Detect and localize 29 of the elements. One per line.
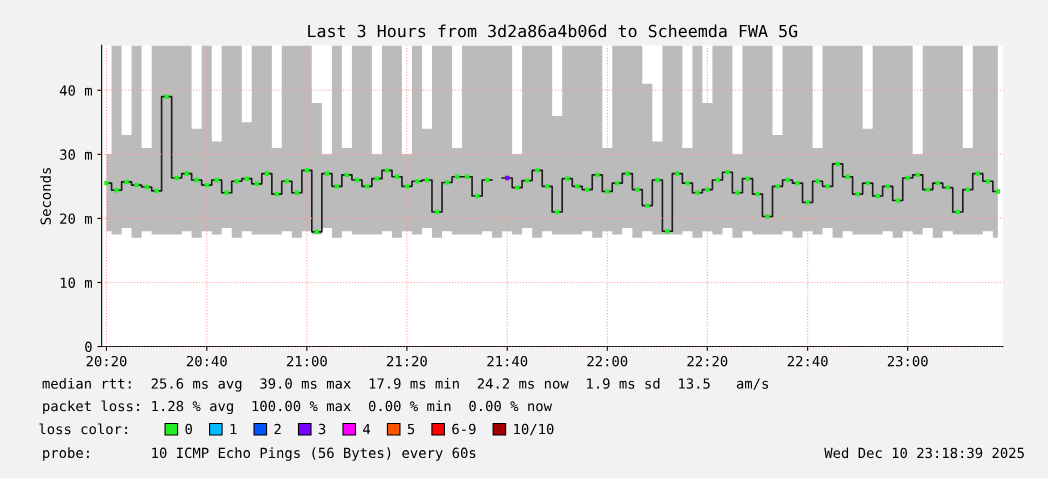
text: packet loss: 1.28 % avg 100.00 % max 0.00 % min 0.00 % now [43,400,552,415]
legend-label: 4 [363,423,371,435]
x-tick-label: 21:00 [286,355,327,367]
x-tick-label: 22:00 [587,355,628,367]
text: median rtt: 25.6 ms avg 39.0 ms max 17.9 ms min 24.2 ms now 1.9 ms sd 13.5 am/s [42,378,769,392]
chart-title: Last 3 Hours from 3d2a86a4b06d to Scheemda FWA 5G [308,24,798,38]
legend-label: 3 [318,423,326,435]
legend-label: 5 [407,423,415,435]
legend-label: 0 [185,423,192,435]
x-tick-label: 20:40 [186,355,227,367]
legend-title: loss color: [39,423,128,435]
legend-label: 2 [274,423,281,435]
x-tick-label: 21:40 [487,355,528,367]
text: Wed Dec 10 23:18:39 2025 [824,447,1024,459]
y-tick-label: 20 m [60,213,92,224]
x-tick-label: 22:20 [687,355,728,367]
y-tick-label: 30 m [60,149,92,160]
legend-label: 10/10 [514,423,554,436]
legend-label: 1 [230,423,237,435]
x-tick-label: 21:20 [387,355,427,367]
text: probe: 10 ICMP Echo Pings (56 Bytes) every 60s [43,447,476,461]
x-tick-label: 20:20 [86,355,127,367]
y-axis-title: Seconds [40,168,51,225]
x-tick-label: 23:00 [887,355,928,367]
y-tick-label: 10 m [60,277,92,288]
legend-label: 6-9 [452,423,476,435]
y-tick-label: 0 [85,341,92,353]
y-tick-label: 40 m [59,85,92,96]
x-tick-label: 22:40 [787,355,828,367]
